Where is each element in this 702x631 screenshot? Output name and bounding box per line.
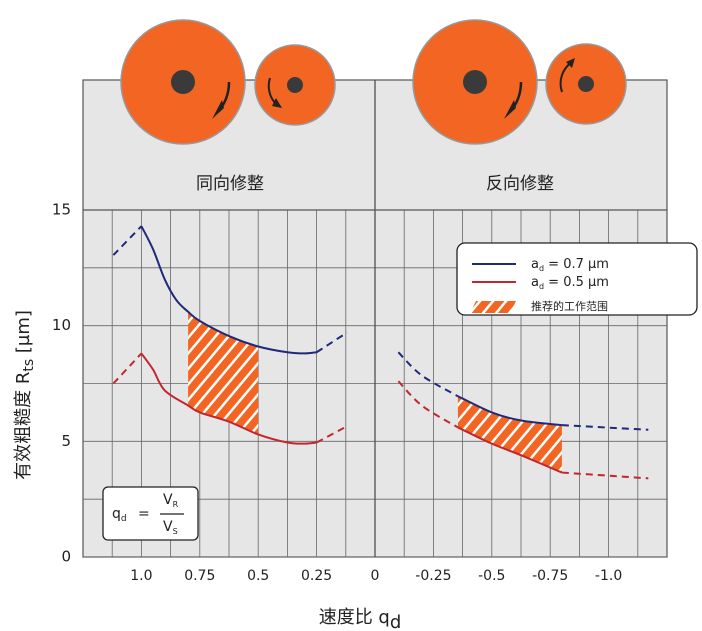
panel-title: 反向修整 xyxy=(486,174,554,194)
x-tick-label: -0.5 xyxy=(478,568,505,584)
y-label-main: 有效粗糙度 R xyxy=(13,372,34,480)
x-tick-label: -0.25 xyxy=(415,568,451,584)
formula-eq: = xyxy=(138,506,150,522)
x-axis-label: 速度比 qd xyxy=(319,607,402,631)
formula-num-sub: R xyxy=(173,500,179,509)
x-tick-label: -0.75 xyxy=(532,568,568,584)
y-tick-label: 15 xyxy=(52,201,71,219)
y-tick-label: 0 xyxy=(61,548,71,566)
formula-lhs-sub: d xyxy=(121,514,127,524)
formula-lhs-main: q xyxy=(112,506,121,522)
y-axis-label: 有效粗糙度 Rts [µm] xyxy=(13,310,37,480)
formula-den-sub: S xyxy=(173,527,178,536)
y-label-unit: [µm] xyxy=(13,310,34,359)
y-label-sub: ts xyxy=(21,359,37,372)
legend-main: a xyxy=(531,275,539,290)
x-tick-label: 0.75 xyxy=(184,568,215,584)
x-label-sub: d xyxy=(390,612,401,631)
legend-main: a xyxy=(531,257,539,272)
x-tick-label: 0 xyxy=(371,568,380,584)
x-tick-label: 0.5 xyxy=(247,568,269,584)
y-tick-label: 5 xyxy=(61,432,71,450)
legend-rest: = 0.5 µm xyxy=(544,275,609,290)
x-tick-label: 0.25 xyxy=(301,568,332,584)
x-tick-label: -1.0 xyxy=(595,568,622,584)
formula-den-main: V xyxy=(163,519,173,535)
legend-label: 推荐的工作范围 xyxy=(531,299,608,313)
legend-hatch xyxy=(470,301,516,313)
x-tick-label: 1.0 xyxy=(130,568,152,584)
x-label-main: 速度比 q xyxy=(319,607,390,628)
y-tick-label: 10 xyxy=(52,316,71,334)
formula-num-main: V xyxy=(163,492,173,508)
legend-rest: = 0.7 µm xyxy=(544,257,609,272)
panel-title: 同向修整 xyxy=(196,174,264,194)
formula: qd = VR VS xyxy=(103,487,198,540)
chart: 同向修整 反向修整 ad = 0.7 µmad = 0.5 µm推荐的工作范围 … xyxy=(0,0,702,631)
